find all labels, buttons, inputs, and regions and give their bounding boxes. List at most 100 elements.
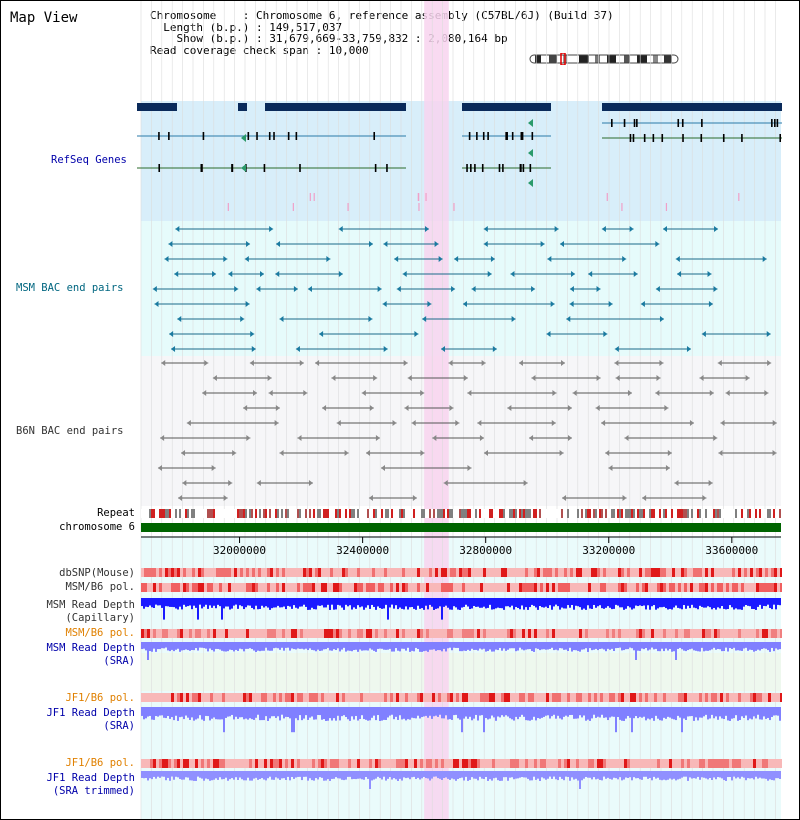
bac-end-left (663, 226, 667, 232)
repeat-cell (623, 509, 625, 518)
repeat-cell (577, 509, 579, 518)
pol-cell (729, 583, 732, 592)
pol-cell (276, 568, 279, 577)
b6n-bac-label[interactable]: B6N BAC end pairs (16, 425, 124, 437)
depth-bar (277, 771, 279, 779)
depth-bar (453, 642, 455, 648)
depth-bar (421, 707, 423, 718)
depth-bar (615, 771, 617, 779)
pol-cell (273, 568, 276, 577)
depth-bar (223, 642, 225, 652)
pol-cell (432, 759, 435, 768)
pol-cell (309, 759, 312, 768)
repeat-cell (641, 509, 643, 518)
depth-bar (165, 707, 167, 719)
depth-bar (359, 642, 361, 650)
depth-bar (293, 642, 295, 650)
pol-cell (747, 629, 750, 638)
depth-bar (611, 771, 613, 780)
depth-bar (425, 707, 427, 716)
depth-bar (467, 598, 469, 607)
depth-bar (187, 598, 189, 607)
pol-cell (438, 629, 441, 638)
pol-cell (264, 629, 267, 638)
bac-end-left (382, 301, 387, 307)
depth-bar (407, 771, 409, 778)
pol-cell (447, 568, 450, 577)
pol-cell (405, 629, 408, 638)
exon-mark (522, 164, 525, 172)
repeat-cell (159, 509, 161, 518)
pol-cell (192, 693, 195, 702)
chromosome-ideogram[interactable] (529, 53, 683, 65)
pol-cell (333, 759, 336, 768)
depth-bar (727, 598, 729, 610)
repeat-cell (205, 509, 207, 518)
depth-bar (603, 642, 605, 650)
depth-bar (647, 707, 649, 719)
depth-bar (547, 707, 549, 716)
pol-cell (576, 693, 579, 702)
depth-bar (589, 642, 591, 649)
repeat-cell (697, 509, 699, 518)
depth-bar (349, 598, 351, 606)
depth-bar (689, 642, 691, 650)
depth-bar (429, 771, 431, 781)
pol-cell (549, 693, 552, 702)
pol-cell (549, 568, 552, 577)
depth-bar (519, 598, 521, 610)
depth-bar (609, 598, 611, 608)
msm-bac-label[interactable]: MSM BAC end pairs (16, 282, 124, 294)
exon-mark (287, 132, 290, 140)
repeat-label: Repeat (97, 507, 135, 519)
bac-end-right (427, 301, 432, 307)
depth-bar (159, 642, 161, 650)
b6n-end-right (253, 390, 258, 396)
depth-bar (629, 642, 631, 648)
pol-cell (600, 583, 603, 592)
pol-cell (516, 583, 519, 592)
depth-bar (323, 771, 325, 781)
depth-bar (557, 707, 559, 716)
pol-cell (690, 583, 693, 592)
pol-cell (228, 583, 231, 592)
pol-cell (372, 583, 375, 592)
depth-bar (747, 707, 749, 721)
pol-cell (633, 759, 636, 768)
depth-bar (701, 707, 703, 718)
pol-cell (726, 759, 729, 768)
pol-cell (255, 629, 258, 638)
repeat-cell (369, 509, 371, 518)
pol-cell (657, 629, 660, 638)
depth-bar (209, 642, 211, 649)
depth-bar (433, 771, 435, 777)
repeat-cell (755, 509, 757, 518)
repeat-cell (523, 509, 525, 518)
refseq-genes-label[interactable]: RefSeq Genes (51, 154, 127, 166)
depth-bar (213, 707, 215, 718)
pol-cell (648, 693, 651, 702)
depth-bar (419, 771, 421, 780)
depth-bar (769, 598, 771, 608)
depth-bar (753, 642, 755, 652)
depth-bar (717, 598, 719, 608)
pol-cell (381, 629, 384, 638)
depth-bar (365, 642, 367, 651)
pol-cell (735, 583, 738, 592)
pol-cell (273, 583, 276, 592)
pol-cell (558, 568, 561, 577)
depth-bar (363, 598, 365, 610)
pol-cell (330, 759, 333, 768)
depth-bar (337, 771, 339, 779)
depth-bar (215, 598, 217, 609)
depth-bar (495, 771, 497, 778)
repeat-cell (745, 509, 747, 518)
repeat-cell (711, 509, 713, 518)
dbsnp-label: dbSNP(Mouse) (59, 567, 135, 579)
pol-cell (411, 629, 414, 638)
depth-bar (587, 598, 589, 606)
depth-bar (179, 771, 181, 780)
pol-cell (453, 629, 456, 638)
repeat-cell (337, 509, 339, 518)
